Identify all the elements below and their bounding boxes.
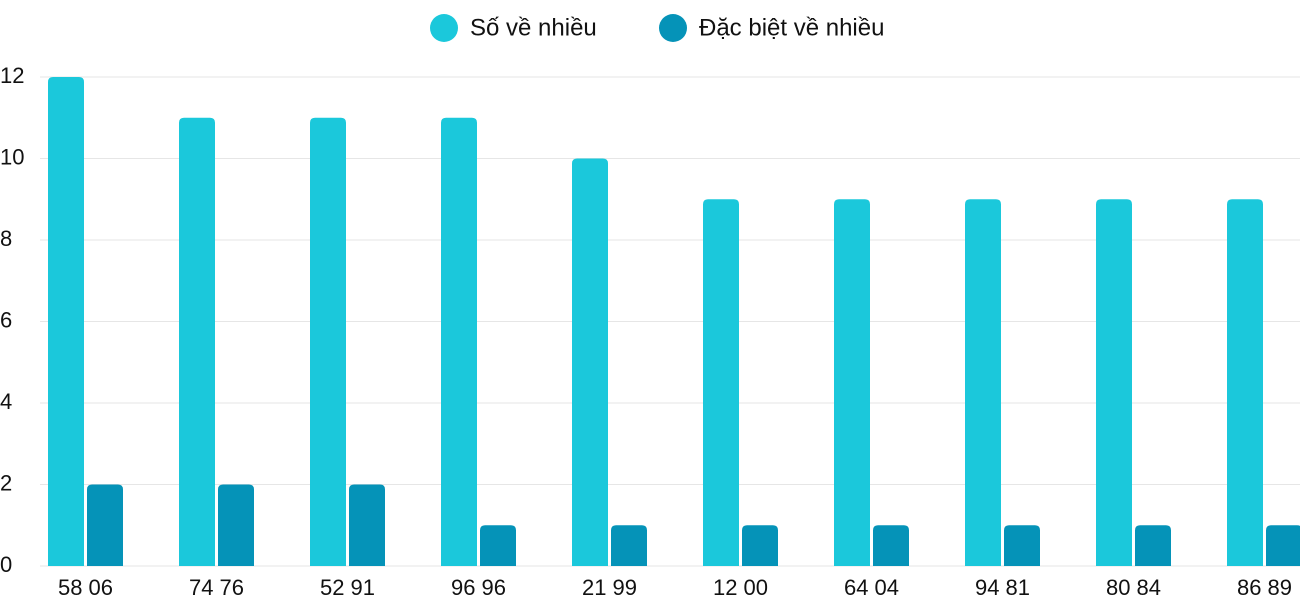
bar — [441, 117, 477, 566]
x-tick-label: 58 06 — [58, 575, 113, 600]
bar — [218, 484, 254, 566]
legend-label: Số về nhiều — [470, 14, 597, 41]
y-tick-label: 0 — [0, 552, 12, 577]
bar — [572, 158, 608, 566]
bar — [179, 117, 215, 566]
y-tick-label: 12 — [0, 63, 24, 88]
bar — [703, 199, 739, 566]
x-tick-label: 86 89 — [1237, 575, 1292, 600]
bar — [1135, 525, 1171, 566]
x-tick-label: 94 81 — [975, 575, 1030, 600]
labels: 0 2 4 6 8 10 12 58 06 74 76 52 91 96 96 21 99 12 00 6… — [0, 63, 1292, 600]
bar — [611, 525, 647, 566]
legend-marker — [659, 14, 687, 42]
bar — [48, 77, 84, 566]
bar — [1004, 525, 1040, 566]
x-tick-label: 74 76 — [189, 575, 244, 600]
x-tick-label: 64 04 — [844, 575, 899, 600]
bar — [873, 525, 909, 566]
x-tick-label: 96 96 — [451, 575, 506, 600]
bar — [965, 199, 1001, 566]
bar — [87, 484, 123, 566]
bar — [310, 117, 346, 566]
y-tick-label: 6 — [0, 307, 12, 332]
y-tick-label: 10 — [0, 144, 24, 169]
bars — [48, 77, 1300, 566]
legend-marker — [430, 14, 458, 42]
x-tick-label: 12 00 — [713, 575, 768, 600]
grid — [40, 76, 1300, 567]
bar — [1266, 525, 1300, 566]
x-tick-label: 52 91 — [320, 575, 375, 600]
legend-label: Đặc biệt về nhiều — [699, 14, 884, 41]
bar — [1096, 199, 1132, 566]
bar — [480, 525, 516, 566]
bar — [834, 199, 870, 566]
legend: Số về nhiều Đặc biệt về nhiều — [430, 14, 884, 42]
bar — [1227, 199, 1263, 566]
x-tick-label: 21 99 — [582, 575, 637, 600]
y-tick-label: 8 — [0, 226, 12, 251]
bar — [349, 484, 385, 566]
y-tick-label: 4 — [0, 389, 12, 414]
bar — [742, 525, 778, 566]
x-tick-label: 80 84 — [1106, 575, 1161, 600]
y-tick-label: 2 — [0, 470, 12, 495]
